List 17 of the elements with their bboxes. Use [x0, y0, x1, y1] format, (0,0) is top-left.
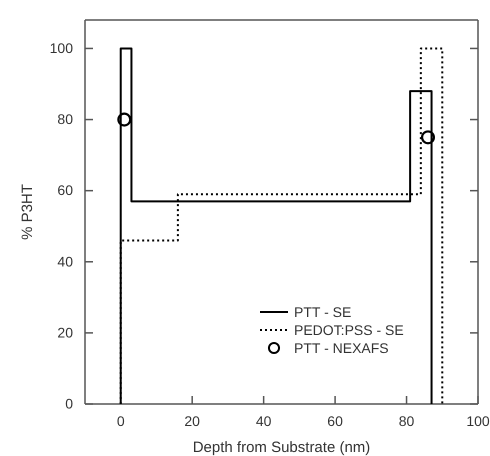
- x-axis-title: Depth from Substrate (nm): [192, 439, 370, 456]
- x-tick-label: 100: [466, 412, 490, 429]
- legend-label: PTT - SE: [294, 304, 352, 320]
- y-axis-title: % P3HT: [19, 184, 36, 240]
- legend-label: PTT - NEXAFS: [294, 340, 389, 356]
- y-tick-label: 20: [57, 324, 74, 340]
- y-tick-label: 0: [65, 395, 74, 412]
- x-tick-label: 60: [327, 412, 344, 429]
- y-tick-label: 80: [57, 111, 74, 128]
- y-tick-label: 60: [57, 182, 74, 198]
- x-tick-label: 40: [256, 412, 272, 429]
- x-tick-label: 80: [398, 412, 415, 429]
- x-tick-label: 20: [184, 412, 200, 429]
- y-tick-label: 40: [57, 253, 74, 270]
- x-tick-label: 0: [116, 412, 125, 429]
- legend-label: PEDOT:PSS - SE: [294, 322, 404, 338]
- y-tick-label: 100: [50, 40, 74, 56]
